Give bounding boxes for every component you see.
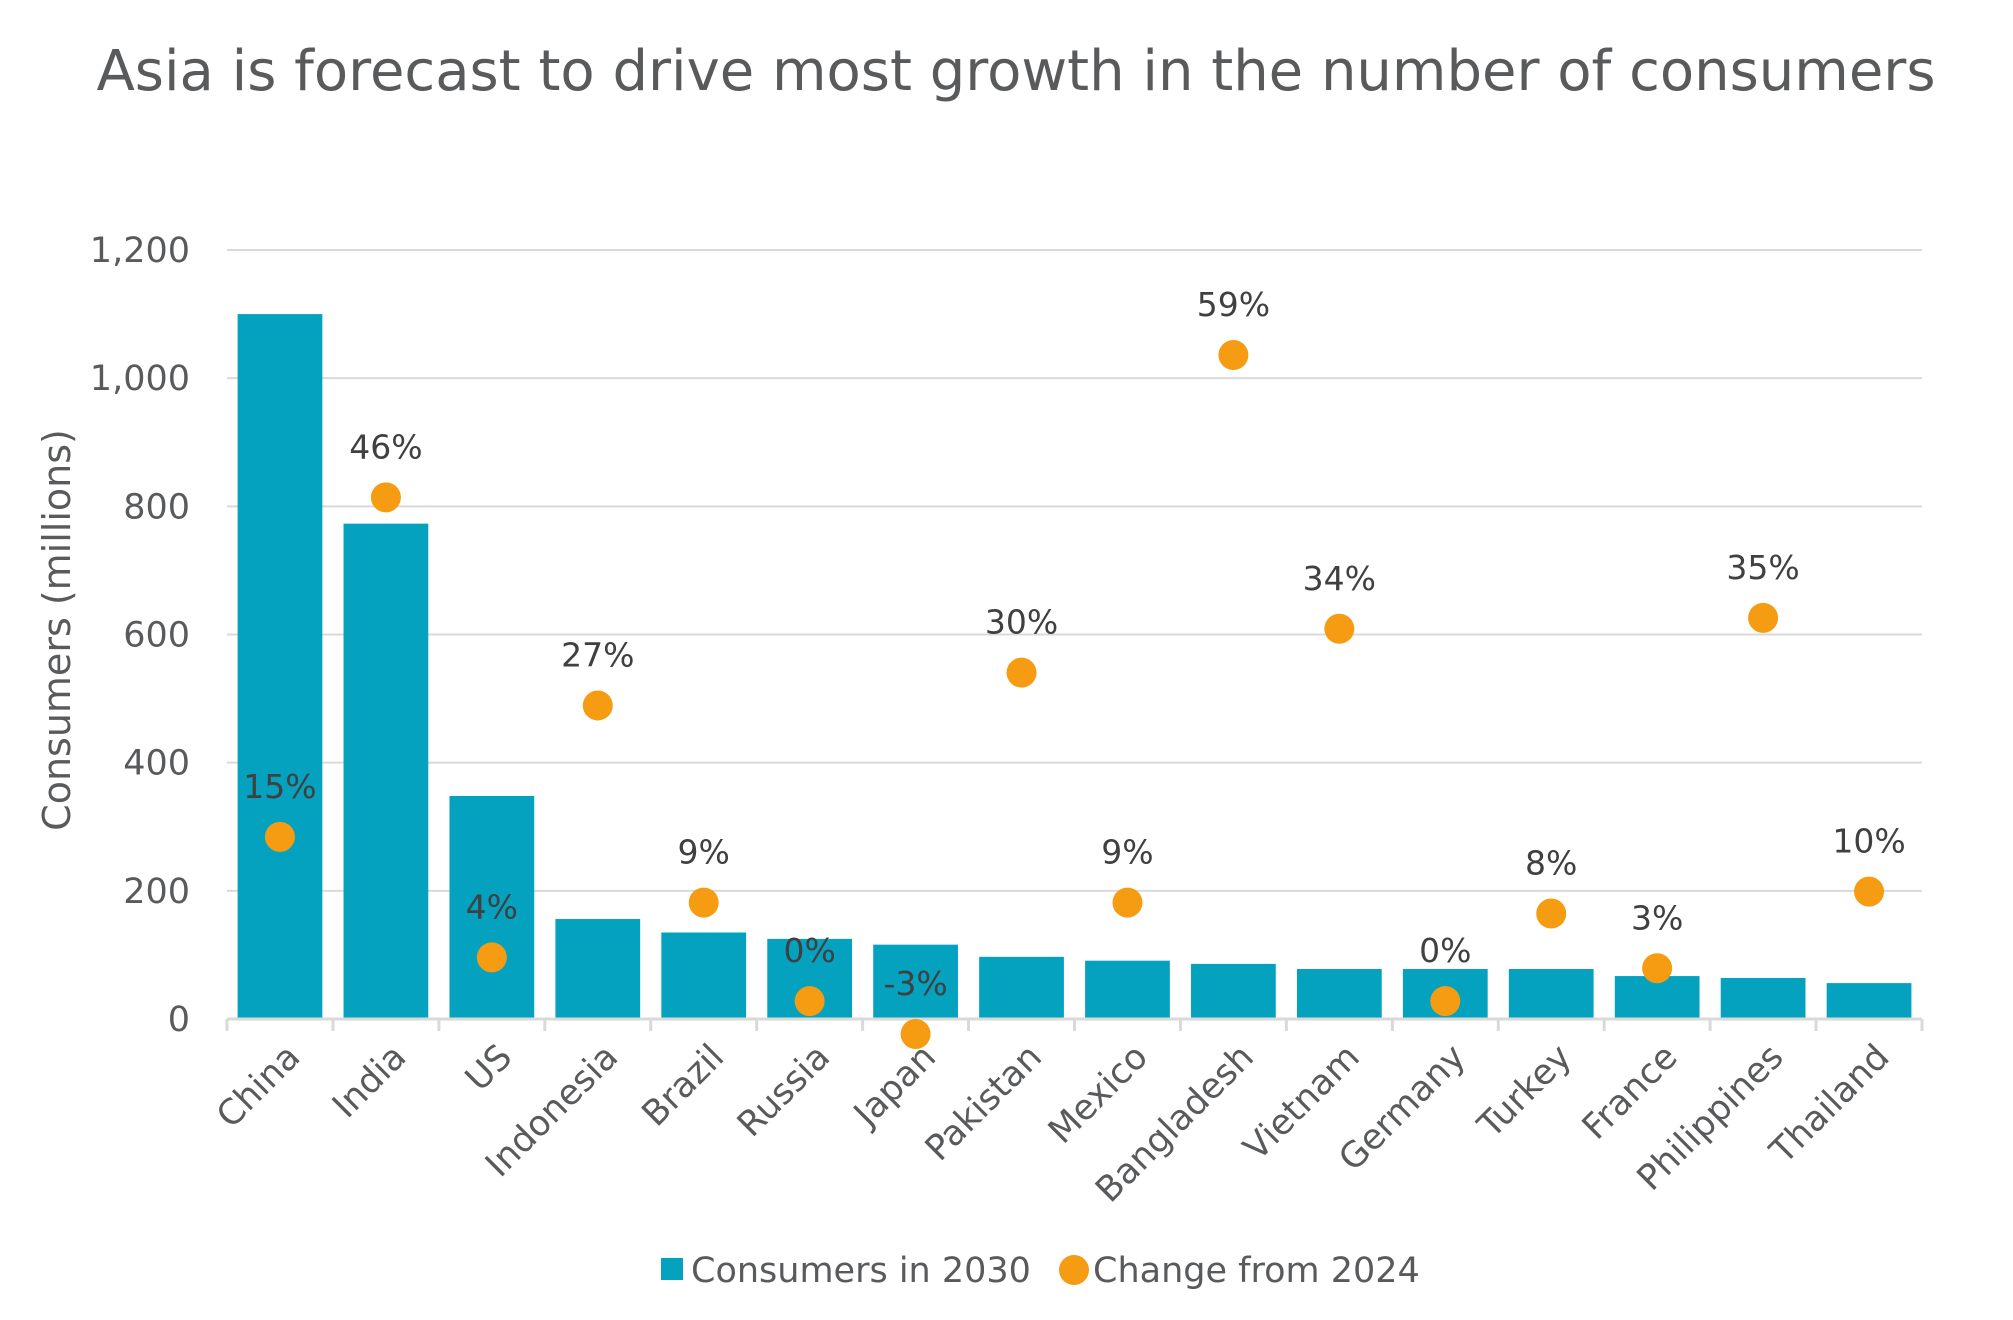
chart-title: Asia is forecast to drive most growth in… [96,39,1935,104]
dot-indonesia [582,690,613,721]
bar-philippines [1720,977,1806,1019]
bar-turkey [1508,969,1594,1019]
dot-label-vietnam: 34% [1303,559,1376,598]
bar-thailand [1826,983,1912,1019]
bar-brazil [661,932,747,1019]
dot-france [1642,953,1673,984]
dot-label-france: 3% [1631,898,1683,937]
dot-label-russia: 0% [783,931,835,970]
bar-japan [873,944,958,1019]
legend-swatch-consumers-2030 [661,1258,683,1280]
y-tick-label: 200 [123,872,190,912]
bar-india [343,523,429,1019]
dot-label-mexico: 9% [1101,833,1153,872]
bar-us [449,795,535,1019]
y-axis-ticks: 0 200 400 600 800 1,000 1,200 [90,231,190,1040]
legend: Consumers in 2030 Change from 2024 [661,1251,1420,1291]
x-tick-label: Pakistan [918,1037,1050,1169]
gridlines [227,249,1922,892]
bar-bangladesh [1191,963,1276,1019]
legend-swatch-change-2024 [1059,1255,1089,1285]
dot-china [264,821,295,852]
x-axis [225,1017,1924,1031]
dot-brazil [688,887,719,918]
x-tick-label: Brazil [635,1037,732,1134]
dot-mexico [1112,887,1143,918]
dot-pakistan [1006,657,1037,688]
dot-label-germany: 0% [1419,931,1471,970]
dot-label-brazil: 9% [678,833,730,872]
bar-indonesia [555,919,641,1019]
y-tick-label: 800 [123,487,190,527]
bar-china [237,314,323,1019]
dot-label-us: 4% [466,887,518,926]
y-tick-label: 400 [123,744,190,784]
legend-label-change-2024: Change from 2024 [1093,1251,1420,1291]
x-tick-label: US [458,1037,520,1099]
y-tick-label: 1,200 [90,231,190,271]
dot-japan [900,1019,931,1049]
dot-label-china: 15% [243,767,316,806]
dot-series [264,340,1885,1049]
dot-us [476,942,507,973]
dot-germany [1430,986,1461,1017]
dot-label-india: 46% [349,427,422,466]
x-tick-label: Russia [730,1037,838,1145]
dot-label-indonesia: 27% [561,635,634,674]
x-tick-label: China [209,1037,308,1136]
bar-vietnam [1296,969,1382,1019]
dot-label-pakistan: 30% [985,603,1058,642]
dot-labels: 15% 46% 4% 27% 9% 0% -3% 30% 9% 59% 34% 0% 8% 3% 35% 10… [243,285,1905,1003]
x-tick-label: Turkey [1470,1037,1580,1147]
bar-mexico [1085,960,1170,1019]
dot-label-japan: -3% [883,964,947,1003]
y-tick-label: 600 [123,616,190,656]
x-tick-label: India [325,1037,414,1126]
x-tick-label: Japan [845,1037,944,1136]
dot-india [370,482,401,513]
bar-pakistan [979,956,1064,1019]
legend-label-consumers-2030: Consumers in 2030 [691,1251,1031,1291]
dot-label-bangladesh: 59% [1197,285,1270,324]
dot-turkey [1536,898,1567,929]
dot-bangladesh [1218,340,1249,370]
y-axis-label: Consumers (millions) [35,429,79,831]
y-tick-label: 1,000 [90,359,190,399]
dot-vietnam [1324,613,1355,644]
dot-label-turkey: 8% [1525,844,1577,883]
y-tick-label: 0 [168,1000,190,1040]
dot-thailand [1854,876,1885,907]
dot-label-philippines: 35% [1726,548,1799,587]
dot-philippines [1748,602,1779,633]
dot-label-thailand: 10% [1832,822,1905,861]
dot-russia [794,986,825,1017]
